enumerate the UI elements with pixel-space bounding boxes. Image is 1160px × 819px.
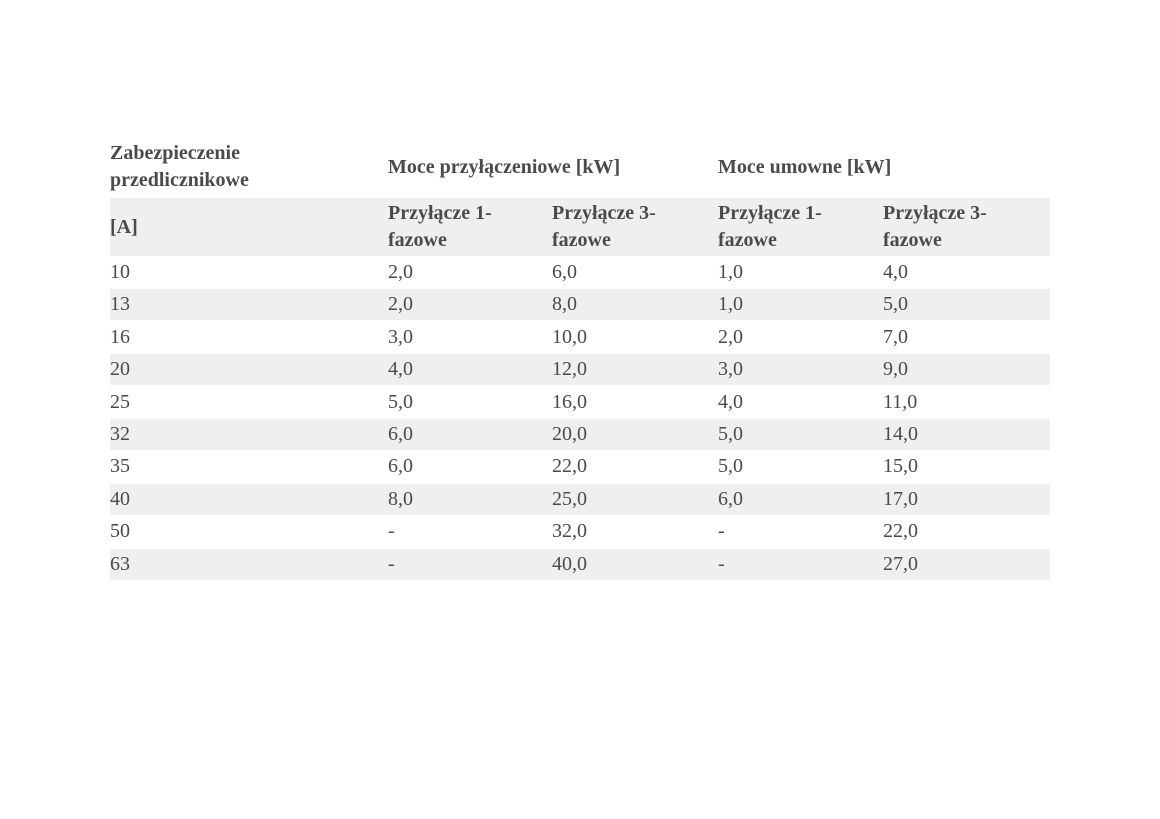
table-cell: 35	[110, 455, 130, 478]
table-cell: 10,0	[552, 325, 587, 348]
table-cell: 5,0	[718, 455, 743, 478]
table-cell: 20	[110, 358, 130, 381]
table-cell: 6,0	[388, 423, 413, 445]
table-cell: 9,0	[883, 358, 908, 381]
header-cell: [A]	[110, 216, 138, 238]
table-cell: 12,0	[552, 358, 587, 381]
row-bg	[110, 289, 1050, 321]
table-cell: -	[718, 520, 725, 543]
table-cell: 5,0	[883, 293, 908, 316]
table-cell: 17,0	[883, 487, 918, 510]
table-cell: 8,0	[388, 487, 413, 510]
table-cell: 40,0	[552, 552, 587, 575]
header-cell: Zabezpieczenie przedlicznikowe	[110, 142, 249, 191]
table-cell: 8,0	[552, 293, 577, 316]
table-cell: 4,0	[718, 390, 743, 413]
table-cell: 32,0	[552, 520, 587, 543]
table-cell: 6,0	[388, 455, 413, 478]
table-cell: 16	[110, 325, 130, 348]
table-cell: 4,0	[883, 261, 908, 283]
table-cell: 1,0	[718, 261, 743, 283]
table-cell: -	[718, 552, 725, 575]
table-cell: 22,0	[883, 520, 918, 543]
header-cell: Przyłącze 3-fazowe	[883, 202, 987, 251]
header-cell: Moce umowne [kW]	[718, 156, 892, 178]
row-bg	[110, 548, 1050, 580]
table-cell: 3,0	[388, 325, 413, 348]
table-cell: 6,0	[552, 261, 577, 283]
table-cell: 4,0	[388, 358, 413, 381]
table-cell: -	[388, 520, 395, 543]
table-cell: 6,0	[718, 487, 743, 510]
row-bg	[110, 354, 1050, 386]
table-cell: 15,0	[883, 455, 918, 478]
table-cell: 2,0	[718, 325, 743, 348]
table-cell: -	[388, 552, 395, 575]
table-cell: 3,0	[718, 358, 743, 381]
table-cell: 1,0	[718, 293, 743, 316]
row-bg	[110, 483, 1050, 515]
table-cell: 40	[110, 487, 130, 510]
table-cell: 11,0	[883, 390, 918, 413]
table-cell: 32	[110, 423, 130, 445]
header-cell: Przyłącze 3-fazowe	[552, 202, 656, 251]
table-cell: 20,0	[552, 423, 587, 445]
table-cell: 13	[110, 293, 130, 316]
table-cell: 5,0	[718, 423, 743, 445]
table-cell: 2,0	[388, 293, 413, 316]
table-cell: 10	[110, 261, 130, 283]
header-cell: Moce przyłączeniowe [kW]	[388, 156, 621, 178]
table-cell: 7,0	[883, 325, 908, 348]
table-cell: 63	[110, 552, 130, 575]
header-cell: Przyłącze 1-fazowe	[388, 202, 492, 251]
header-row-bg	[110, 198, 1050, 256]
table-cell: 5,0	[388, 390, 413, 413]
table-cell: 2,0	[388, 261, 413, 283]
table-cell: 25	[110, 390, 130, 413]
header-cell: Przyłącze 1-fazowe	[718, 202, 822, 251]
table-cell: 16,0	[552, 390, 587, 413]
table-cell: 25,0	[552, 487, 587, 510]
table-cell: 27,0	[883, 552, 918, 575]
table-cell: 22,0	[552, 455, 587, 478]
row-bg	[110, 419, 1050, 450]
table-cell: 50	[110, 520, 130, 543]
table-cell: 14,0	[883, 423, 918, 445]
